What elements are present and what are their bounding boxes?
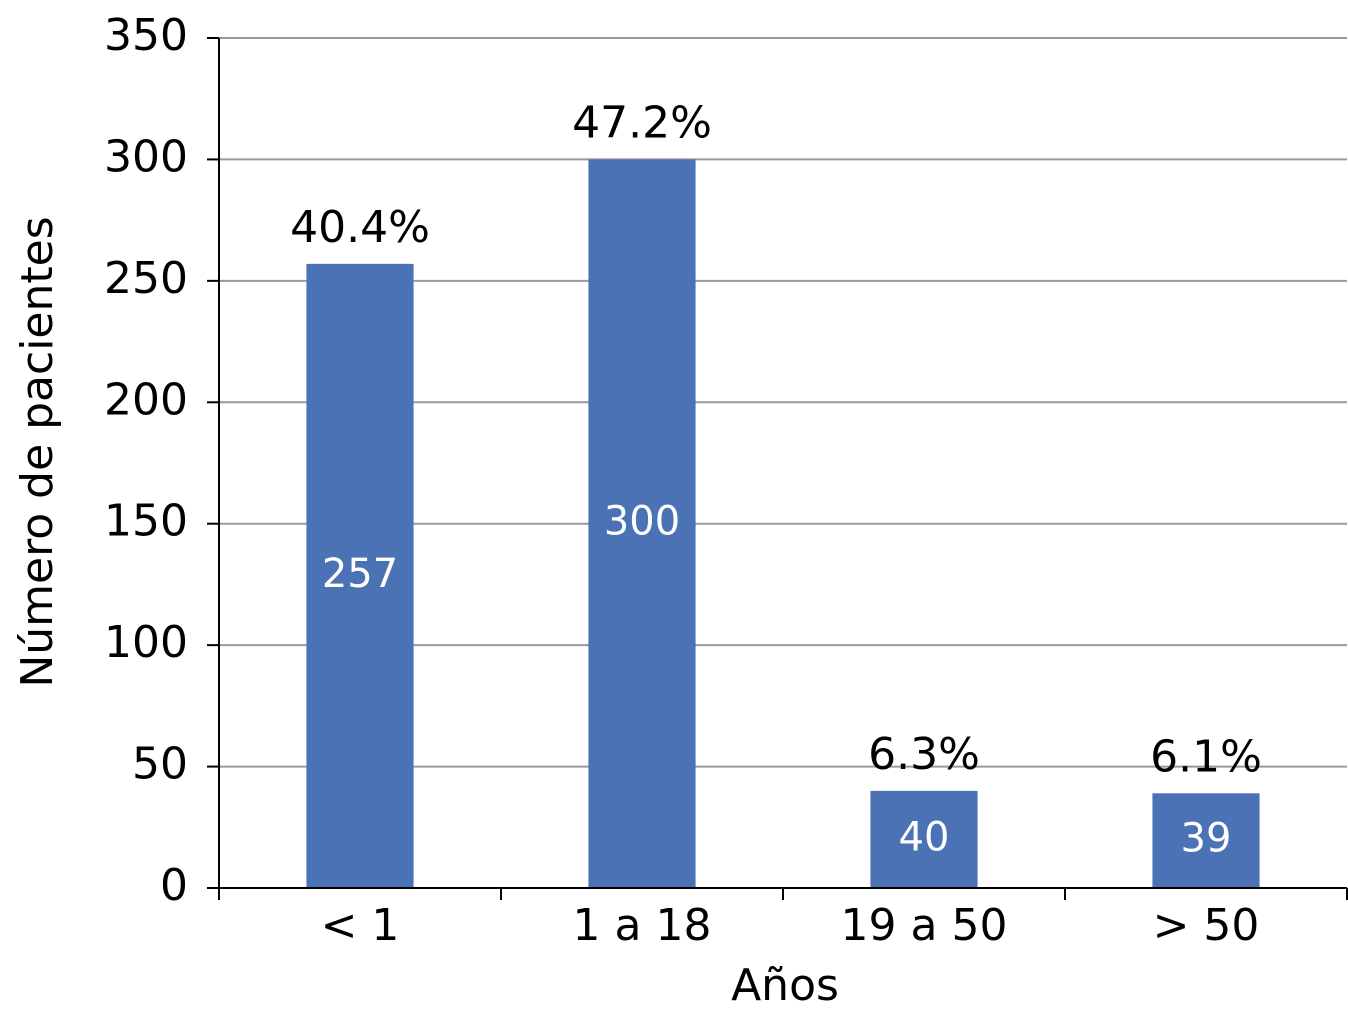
bar <box>588 159 696 888</box>
value-label: 300 <box>604 499 680 545</box>
x-tick-label: < 1 <box>321 900 400 951</box>
y-tick-label: 100 <box>104 617 188 668</box>
x-tick-label: 1 a 18 <box>573 900 712 951</box>
percent-label: 6.1% <box>1150 731 1262 782</box>
y-tick-label: 150 <box>104 496 188 547</box>
value-label: 39 <box>1181 816 1232 862</box>
y-tick-label: 200 <box>104 374 188 425</box>
y-tick-label: 50 <box>132 739 188 790</box>
bar <box>1152 793 1260 888</box>
percent-label: 6.3% <box>868 729 980 780</box>
y-tick-label: 250 <box>104 253 188 304</box>
y-axis-label: Número de pacientes <box>12 216 63 687</box>
percent-label: 40.4% <box>290 202 430 253</box>
y-tick-label: 350 <box>104 10 188 61</box>
bar <box>306 263 414 888</box>
value-label: 257 <box>322 551 398 597</box>
value-label: 40 <box>899 814 950 860</box>
x-axis-label: Años <box>731 960 839 1011</box>
x-tick-label: > 50 <box>1153 900 1260 951</box>
y-tick-label: 0 <box>160 860 188 911</box>
x-tick-label: 19 a 50 <box>841 900 1008 951</box>
y-tick-label: 300 <box>104 131 188 182</box>
percent-label: 47.2% <box>572 97 712 148</box>
bar <box>870 790 978 888</box>
